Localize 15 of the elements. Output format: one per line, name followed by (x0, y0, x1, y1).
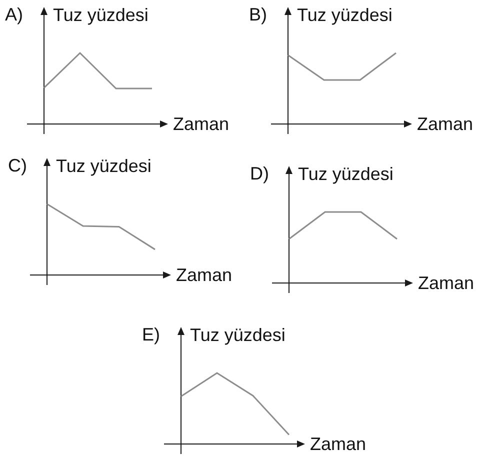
y-axis-title: Tuz yüzdesi (190, 325, 286, 345)
x-axis-title: Zaman (417, 114, 474, 134)
y-axis-title: Tuz yüzdesi (297, 5, 392, 25)
x-axis-title: Zaman (310, 434, 366, 454)
chart-title: D) (250, 163, 269, 184)
chart-title: C) (8, 155, 27, 176)
y-axis-title: Tuz yüzdesi (298, 164, 394, 184)
chart-title: B) (249, 4, 267, 24)
chart-title: E) (142, 324, 160, 344)
y-axis-title: Tuz yüzdesi (56, 156, 152, 176)
x-axis-title: Zaman (418, 273, 474, 293)
y-axis-title: Tuz yüzdesi (53, 5, 148, 25)
chart-title: A) (5, 4, 23, 24)
x-axis-title: Zaman (176, 265, 232, 285)
x-axis-title: Zaman (173, 114, 230, 134)
